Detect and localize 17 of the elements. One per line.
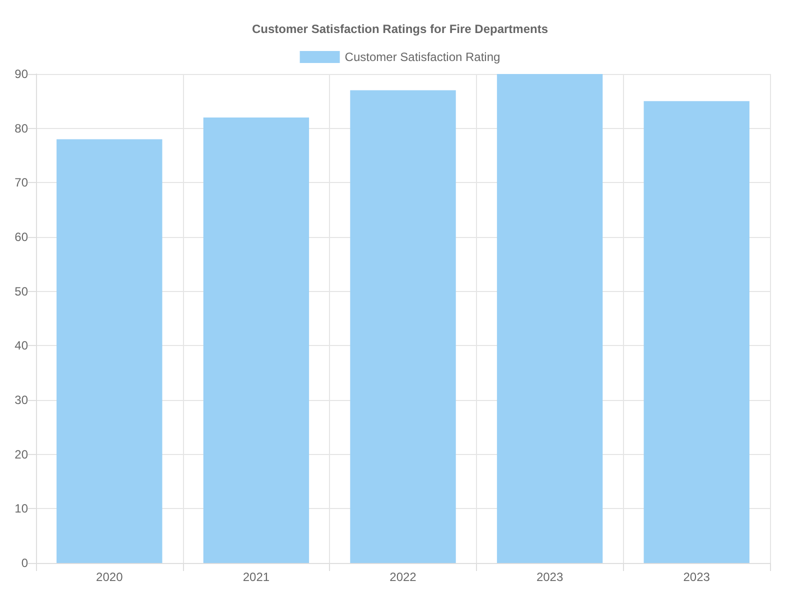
x-tick-label: 2021 bbox=[242, 570, 270, 584]
y-tick-label: 10 bbox=[14, 502, 28, 516]
legend-label: Customer Satisfaction Rating bbox=[344, 50, 500, 64]
x-tick-label: 2023 bbox=[683, 570, 710, 584]
y-tick-label: 50 bbox=[14, 284, 28, 298]
y-tick-label: 60 bbox=[14, 230, 28, 244]
y-tick-label: 0 bbox=[21, 556, 28, 570]
y-tick-label: 30 bbox=[14, 393, 28, 407]
y-tick-label: 20 bbox=[14, 447, 28, 462]
x-tick-label: 2022 bbox=[390, 570, 417, 584]
y-tick-label: 40 bbox=[14, 338, 28, 353]
y-tick-label: 90 bbox=[14, 67, 28, 81]
y-tick-label: 80 bbox=[14, 121, 28, 136]
x-tick-label: 2023 bbox=[536, 570, 564, 584]
chart-title: Customer Satisfaction Ratings for Fire Departments bbox=[252, 22, 548, 36]
x-tick-label: 2020 bbox=[96, 570, 124, 584]
y-tick-label: 70 bbox=[14, 176, 28, 190]
